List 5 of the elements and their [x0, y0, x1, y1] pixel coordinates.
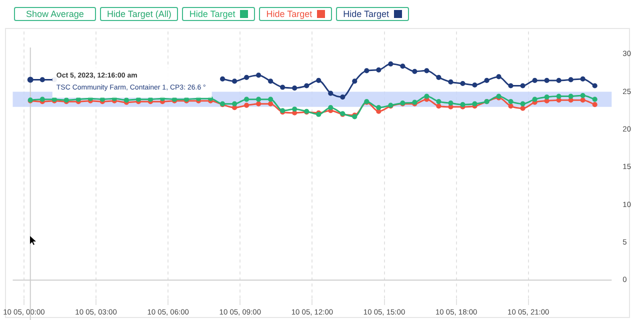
text: Hide Target	[259, 7, 332, 21]
text: Hide Target	[336, 7, 409, 21]
text: Show Average	[14, 7, 96, 21]
text: Hide Target	[182, 7, 256, 21]
text: Hide Target (All)	[100, 7, 178, 21]
